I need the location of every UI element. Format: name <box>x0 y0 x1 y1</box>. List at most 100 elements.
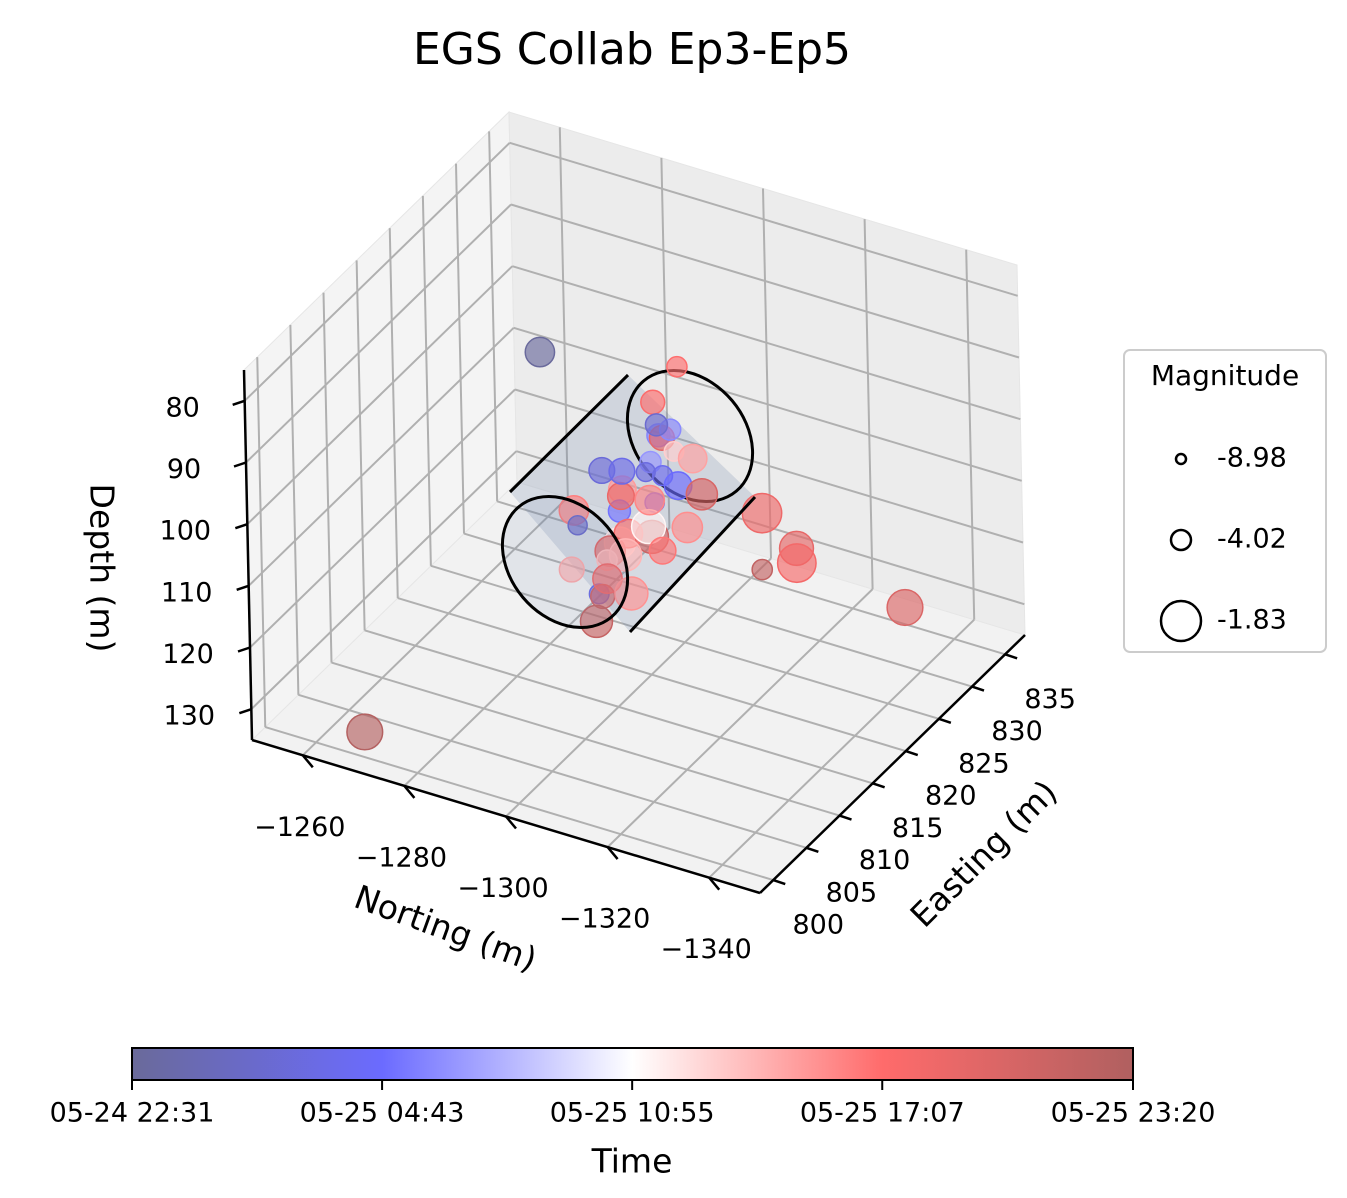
point <box>524 336 556 368</box>
legend: -8.98 -4.02 -1.83 <box>1159 443 1287 643</box>
y-tick-label: 830 <box>991 716 1043 747</box>
grid-line <box>512 265 1021 421</box>
y-tick-label: 835 <box>1024 684 1076 715</box>
z-tick <box>237 646 251 653</box>
y-tick <box>905 749 919 757</box>
colorbar-tick-label: 05-25 17:07 <box>800 1098 965 1129</box>
grid-line <box>331 661 840 817</box>
grid-line <box>264 726 774 882</box>
y-tick-label: 820 <box>925 781 977 812</box>
cylinder-front <box>500 494 630 630</box>
point <box>346 713 384 751</box>
x-tick-label: −1320 <box>559 904 650 935</box>
grid-line <box>488 131 499 502</box>
grid-line <box>250 450 518 710</box>
y-tick <box>938 717 952 725</box>
point <box>634 484 666 516</box>
z-tick-label: 110 <box>161 577 213 608</box>
z-axis-line <box>242 369 254 741</box>
z-tick-label: 130 <box>164 701 216 732</box>
legend-marker <box>1174 452 1188 466</box>
colorbar <box>131 1047 1134 1081</box>
x-tick <box>301 754 314 769</box>
point <box>648 536 677 565</box>
grid-line <box>863 219 874 590</box>
grid-line <box>430 564 940 720</box>
point <box>644 413 669 437</box>
point <box>671 511 704 544</box>
y-tick <box>839 814 852 821</box>
point <box>886 588 924 627</box>
z-tick <box>234 522 248 530</box>
z-tick <box>238 707 252 715</box>
point <box>741 492 783 534</box>
grid-line <box>355 260 366 631</box>
grid-line <box>298 693 807 849</box>
x-tick-label: −1280 <box>356 842 447 873</box>
x-tick <box>606 846 619 860</box>
grid-line <box>247 327 515 587</box>
y-tick <box>805 846 819 854</box>
grid-line <box>397 597 907 753</box>
legend-marker <box>1159 599 1203 643</box>
legend-marker <box>1169 528 1193 552</box>
z-tick <box>233 461 247 468</box>
y-tick <box>971 685 985 692</box>
grid-line <box>243 142 511 402</box>
colorbar-tick-label: 05-25 04:43 <box>300 1098 465 1129</box>
grid-line <box>606 588 874 848</box>
y-tick-label: 825 <box>958 748 1010 779</box>
grid-line <box>510 203 1020 359</box>
point <box>635 461 656 483</box>
point <box>685 477 719 511</box>
grid-line <box>364 629 873 785</box>
colorbar-tick-label: 05-24 22:31 <box>50 1098 215 1129</box>
legend-title: Magnitude <box>1151 359 1299 392</box>
point <box>592 563 623 595</box>
z-tick-label: 100 <box>160 516 212 547</box>
colorbar-tick-label: 05-25 10:55 <box>550 1098 715 1129</box>
grid-line <box>388 228 399 599</box>
point <box>606 482 635 511</box>
cylinder-edge <box>508 373 757 634</box>
z-tick-label: 90 <box>167 454 201 485</box>
grid-line <box>965 249 976 620</box>
x-tick <box>403 785 416 799</box>
grid-line <box>249 388 516 649</box>
grid-line <box>463 532 973 688</box>
grid-line <box>421 195 432 566</box>
colorbar-tick-label: 05-25 23:20 <box>1051 1098 1216 1129</box>
point <box>677 443 708 474</box>
y-tick <box>1004 653 1018 660</box>
grid-line <box>514 388 1024 544</box>
legend-label: -8.98 <box>1217 443 1287 474</box>
y-axis-line <box>759 634 1026 894</box>
legend-box <box>1123 349 1327 653</box>
legend-label: -4.02 <box>1217 524 1287 555</box>
axes: −1260 −1280 −1300 −1320 −1340 800805810815820… <box>160 369 1076 965</box>
z-tick-label: 120 <box>162 639 214 670</box>
grid-line <box>455 163 465 534</box>
point <box>751 558 774 581</box>
colorbar-label: Time <box>591 1142 673 1181</box>
grid-line <box>505 557 772 818</box>
y-tick-label: 805 <box>826 877 878 908</box>
x-tick-label: −1260 <box>254 812 345 843</box>
grid-line <box>289 324 300 695</box>
y-tick <box>772 878 786 886</box>
x-tick-label: −1300 <box>457 873 548 904</box>
point <box>640 389 666 415</box>
z-axis-label: Depth (m) <box>83 484 122 653</box>
z-tick <box>236 584 250 592</box>
y-tick-label: 810 <box>859 845 911 876</box>
point <box>666 355 688 378</box>
y-tick-label: 815 <box>892 813 944 844</box>
point <box>608 538 643 572</box>
point <box>776 543 817 584</box>
legend-label: -1.83 <box>1217 605 1287 636</box>
grid-line <box>302 496 569 757</box>
x-tick <box>708 876 721 891</box>
x-tick <box>505 815 517 830</box>
z-tick <box>232 399 246 407</box>
